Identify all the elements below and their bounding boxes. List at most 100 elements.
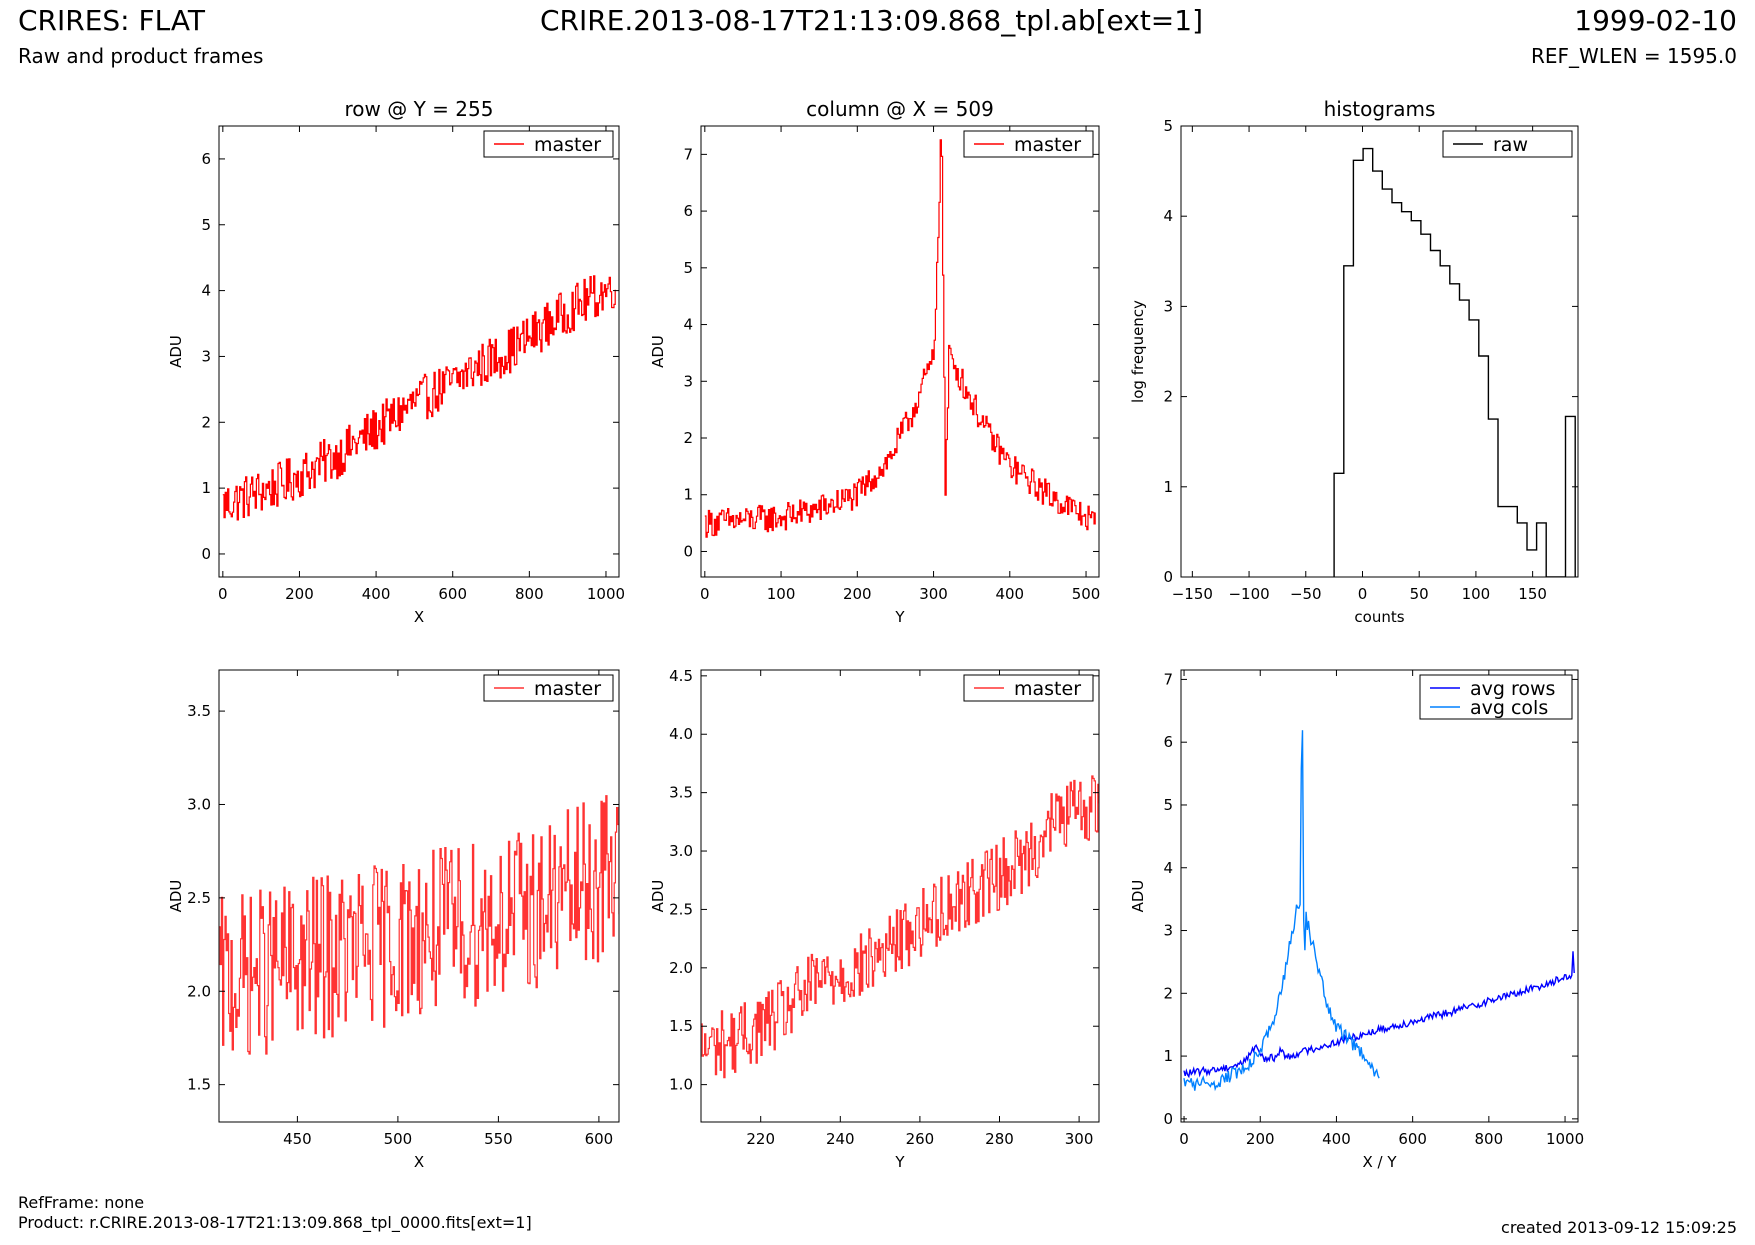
legend: master: [963, 130, 1094, 158]
x-tick-label: 600: [1398, 1130, 1427, 1148]
series-group: [1333, 147, 1576, 577]
plot-panel-1: 0 200 400 600 800 1000 0 1 2 3 4 5 6 row @ Y = 255 X AD…: [167, 97, 625, 626]
plot-panel-2: 0 100 200 300 400 500 0 1 2 3 4 5 6 7 column @ X = 509…: [649, 97, 1100, 626]
y-tick-label: 7: [683, 145, 693, 163]
x-tick-label: 100: [1462, 585, 1491, 603]
y-tick-label: 3: [1163, 922, 1173, 940]
y-tick-label: 4.5: [669, 667, 693, 685]
x-tick-label: −100: [1228, 585, 1269, 603]
y-tick-label: 1.0: [669, 1076, 693, 1094]
series-group: [701, 775, 1099, 1079]
x-tick-label: 500: [1072, 585, 1101, 603]
x-tick-label: 300: [919, 585, 948, 603]
x-tick-label: 260: [906, 1130, 935, 1148]
x-tick-label: 500: [384, 1130, 413, 1148]
x-tick-label: 0: [218, 585, 228, 603]
product-label: Product: r.CRIRE.2013-08-17T21:13:09.868…: [18, 1213, 532, 1232]
y-tick-label: 4: [201, 282, 211, 300]
x-tick-label: 1000: [587, 585, 625, 603]
y-tick-label: 5: [1163, 117, 1173, 135]
series-master-line: [704, 139, 1096, 538]
legend-label: avg cols: [1470, 697, 1548, 719]
legend-box: [1419, 674, 1573, 720]
y-tick-label: 1.5: [669, 1017, 693, 1035]
y-axis-label: ADU: [167, 335, 185, 368]
y-tick-label: 6: [201, 150, 211, 168]
series-raw-line: [1333, 147, 1576, 577]
series-group: [222, 275, 616, 521]
plot-frame: [700, 125, 1100, 578]
y-tick-label: 2.5: [187, 889, 211, 907]
legend-box: [483, 130, 614, 158]
y-tick-label: 1: [1163, 478, 1173, 496]
y-tick-label: 2: [201, 413, 211, 431]
y-tick-label: 3.5: [669, 784, 693, 802]
x-axis-label: X / Y: [1362, 1153, 1397, 1171]
x-tick-label: 800: [515, 585, 544, 603]
x-tick-label: 600: [585, 1130, 614, 1148]
y-tick-label: 1: [201, 479, 211, 497]
x-axis-label: counts: [1354, 608, 1404, 626]
y-tick-label: 6: [1163, 733, 1173, 751]
report-subtitle: Raw and product frames: [18, 44, 264, 68]
x-tick-label: −150: [1172, 585, 1213, 603]
y-tick-label: 7: [1163, 670, 1173, 688]
y-tick-label: 2: [1163, 984, 1173, 1002]
y-tick-label: 1: [1163, 1047, 1173, 1065]
series-avg-rows-line: [1183, 951, 1575, 1079]
legend: raw: [1442, 130, 1573, 158]
legend-label: master: [534, 134, 601, 156]
ref-wavelength: REF_WLEN = 1595.0: [1530, 44, 1737, 68]
legend: master: [483, 130, 614, 158]
x-tick-label: 200: [843, 585, 872, 603]
x-tick-label: 150: [1518, 585, 1547, 603]
y-tick-label: 3: [201, 347, 211, 365]
y-tick-label: 5: [201, 216, 211, 234]
x-tick-label: 400: [362, 585, 391, 603]
x-axis-label: Y: [894, 608, 905, 626]
y-tick-label: 5: [683, 259, 693, 277]
plot-frame: [700, 669, 1100, 1123]
x-tick-label: 0: [1358, 585, 1368, 603]
plot-panel-6: 0 200 400 600 800 1000 0 1 2 3 4 5 6 7 X / Y ADU avg row…: [1129, 669, 1584, 1171]
x-tick-label: −50: [1290, 585, 1322, 603]
refframe-label: RefFrame: none: [18, 1193, 145, 1212]
observation-date: 1999-02-10: [1574, 4, 1737, 37]
x-tick-label: 240: [826, 1130, 855, 1148]
legend-label: avg rows: [1470, 678, 1555, 700]
series-group: [704, 139, 1096, 538]
y-tick-label: 0: [683, 542, 693, 560]
y-axis-label: ADU: [167, 880, 185, 913]
y-tick-label: 3: [1163, 297, 1173, 315]
y-tick-label: 4: [1163, 859, 1173, 877]
y-tick-label: 2: [683, 429, 693, 447]
plot-frame: [1180, 125, 1579, 578]
y-tick-label: 3.0: [187, 795, 211, 813]
x-tick-label: 300: [1065, 1130, 1094, 1148]
x-tick-label: 400: [995, 585, 1024, 603]
x-tick-label: 50: [1410, 585, 1429, 603]
y-tick-label: 1: [683, 486, 693, 504]
legend-label: raw: [1493, 134, 1528, 156]
series-group: [219, 795, 619, 1055]
y-tick-label: 3: [683, 372, 693, 390]
x-tick-label: 0: [1179, 1130, 1189, 1148]
y-tick-label: 0: [1163, 568, 1173, 586]
x-axis-label: X: [414, 608, 424, 626]
plot-panel-4: 450 500 550 600 1.5 2.0 2.5 3.0 3.5 X ADU master: [167, 669, 620, 1171]
y-tick-label: 4: [683, 316, 693, 334]
x-tick-label: 450: [283, 1130, 312, 1148]
x-tick-label: 800: [1475, 1130, 1504, 1148]
legend-label: master: [1014, 134, 1081, 156]
y-tick-label: 3.5: [187, 702, 211, 720]
y-axis-label: ADU: [649, 335, 667, 368]
x-tick-label: 0: [700, 585, 710, 603]
x-tick-label: 100: [767, 585, 796, 603]
legend-label: master: [1014, 678, 1081, 700]
y-tick-label: 0: [201, 545, 211, 563]
plot-title: histograms: [1324, 97, 1436, 121]
series-master-line: [222, 275, 616, 521]
y-axis-label: log frequency: [1129, 300, 1147, 403]
x-axis-label: Y: [894, 1153, 905, 1171]
